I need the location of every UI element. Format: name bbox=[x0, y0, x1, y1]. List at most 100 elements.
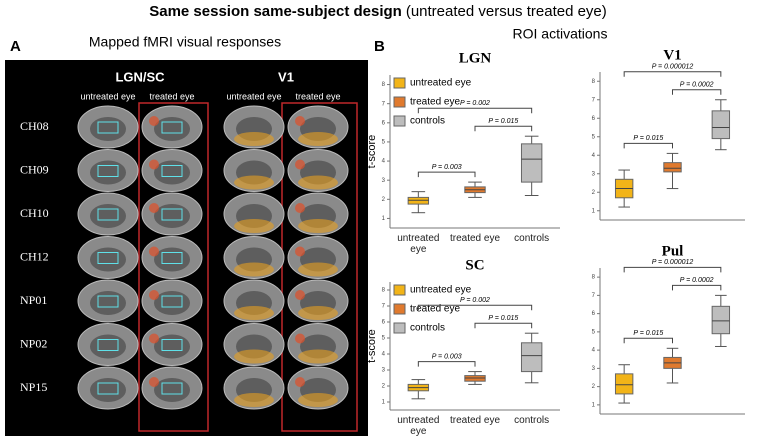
roi-box bbox=[161, 121, 183, 134]
y-tick-label: 6 bbox=[382, 120, 386, 126]
column-title: V1 bbox=[278, 69, 294, 84]
p-value: P = 0.015 bbox=[488, 118, 518, 125]
activation bbox=[234, 393, 274, 407]
significance-bracket bbox=[417, 304, 533, 311]
brain-core bbox=[90, 334, 126, 359]
x-tick-label: treated eye bbox=[449, 233, 501, 244]
treated-frame bbox=[138, 102, 209, 432]
column-subtitle: untreated eye bbox=[226, 91, 281, 101]
p-value: P = 0.000012 bbox=[652, 64, 694, 71]
y-tick-label: 3 bbox=[592, 366, 596, 372]
legend-label: controls bbox=[410, 116, 445, 127]
box bbox=[711, 110, 731, 140]
x-tick-label: untreated eye bbox=[397, 415, 440, 437]
p-value: P = 0.015 bbox=[633, 135, 663, 142]
brain-core bbox=[154, 117, 190, 141]
y-tick-label: 3 bbox=[592, 171, 596, 177]
box bbox=[520, 143, 543, 183]
activation bbox=[149, 116, 159, 126]
y-tick-label: 5 bbox=[592, 134, 596, 140]
y-tick-label: 4 bbox=[592, 153, 596, 159]
y-axis-title: t-score bbox=[366, 329, 378, 363]
activation bbox=[149, 203, 159, 213]
activation bbox=[149, 246, 159, 257]
significance-bracket bbox=[474, 322, 533, 329]
row-label: NP15 bbox=[20, 380, 47, 394]
brain-core bbox=[90, 291, 126, 315]
column-title: LGN/SC bbox=[115, 69, 165, 84]
y-tick-label: 3 bbox=[382, 368, 386, 374]
activation bbox=[234, 175, 274, 190]
panel-title: ROI activations bbox=[513, 26, 608, 42]
activation bbox=[295, 116, 305, 126]
roi-box bbox=[97, 339, 119, 351]
chart-title: V1 bbox=[663, 47, 681, 63]
activation bbox=[298, 393, 338, 407]
brain-core bbox=[154, 334, 190, 359]
panel-letter: A bbox=[10, 38, 21, 55]
activation bbox=[298, 262, 338, 277]
figure-title: Same session same-subject design bbox=[149, 3, 402, 20]
y-tick-label: 8 bbox=[592, 79, 596, 85]
y-tick-label: 2 bbox=[592, 384, 596, 390]
roi-box bbox=[97, 121, 119, 134]
activation bbox=[234, 219, 274, 233]
brain-core bbox=[154, 247, 190, 272]
x-tick-label: controls bbox=[514, 415, 550, 426]
p-value: P = 0.0002 bbox=[680, 82, 714, 89]
roi-box bbox=[97, 252, 119, 264]
box bbox=[711, 305, 731, 335]
activation bbox=[234, 262, 274, 277]
roi-box bbox=[97, 382, 119, 395]
roi-box bbox=[161, 252, 183, 264]
roi-box bbox=[161, 339, 183, 351]
legend-swatch bbox=[393, 322, 406, 334]
activation bbox=[298, 219, 338, 233]
activation bbox=[295, 203, 305, 213]
y-tick-label: 2 bbox=[592, 190, 596, 196]
y-tick-label: 5 bbox=[592, 329, 596, 335]
p-value: P = 0.002 bbox=[460, 297, 490, 304]
chart-title: SC bbox=[465, 257, 484, 273]
y-tick-label: 4 bbox=[592, 348, 596, 354]
activation bbox=[149, 377, 159, 387]
row-label: NP02 bbox=[20, 336, 47, 350]
box bbox=[614, 373, 634, 395]
significance-bracket bbox=[623, 142, 673, 149]
p-value: P = 0.015 bbox=[633, 330, 663, 337]
y-tick-label: 4 bbox=[382, 159, 386, 165]
roi-box bbox=[161, 382, 183, 395]
significance-bracket bbox=[417, 361, 476, 367]
significance-bracket bbox=[417, 107, 533, 114]
x-tick-label: untreated eye bbox=[397, 233, 440, 255]
row-label: CH10 bbox=[20, 206, 49, 220]
activation bbox=[149, 333, 159, 344]
legend-swatch bbox=[393, 115, 406, 127]
legend-label: untreated eye bbox=[410, 285, 472, 296]
activation bbox=[234, 306, 274, 320]
y-tick-label: 6 bbox=[592, 116, 596, 122]
activation bbox=[298, 175, 338, 190]
activation bbox=[295, 377, 305, 387]
row-label: CH09 bbox=[20, 162, 49, 176]
roi-box bbox=[97, 208, 119, 221]
significance-bracket bbox=[417, 171, 476, 178]
y-tick-label: 5 bbox=[382, 336, 386, 342]
legend-label: untreated eye bbox=[410, 78, 472, 89]
panel-title: Mapped fMRI visual responses bbox=[89, 34, 281, 50]
row-label: CH08 bbox=[20, 119, 49, 133]
brain-core bbox=[90, 378, 126, 402]
y-axis-title: t-score bbox=[366, 135, 378, 169]
brain-core bbox=[154, 378, 190, 402]
legend-swatch bbox=[393, 303, 406, 315]
x-tick-label: controls bbox=[514, 233, 550, 244]
y-tick-label: 3 bbox=[382, 178, 386, 184]
y-tick-label: 7 bbox=[382, 304, 386, 310]
brain-core bbox=[90, 117, 126, 141]
legend-swatch bbox=[393, 77, 406, 89]
brain-core bbox=[90, 160, 126, 185]
y-tick-label: 1 bbox=[592, 208, 596, 214]
y-tick-label: 2 bbox=[382, 384, 386, 390]
chart-title: Pul bbox=[662, 243, 684, 259]
